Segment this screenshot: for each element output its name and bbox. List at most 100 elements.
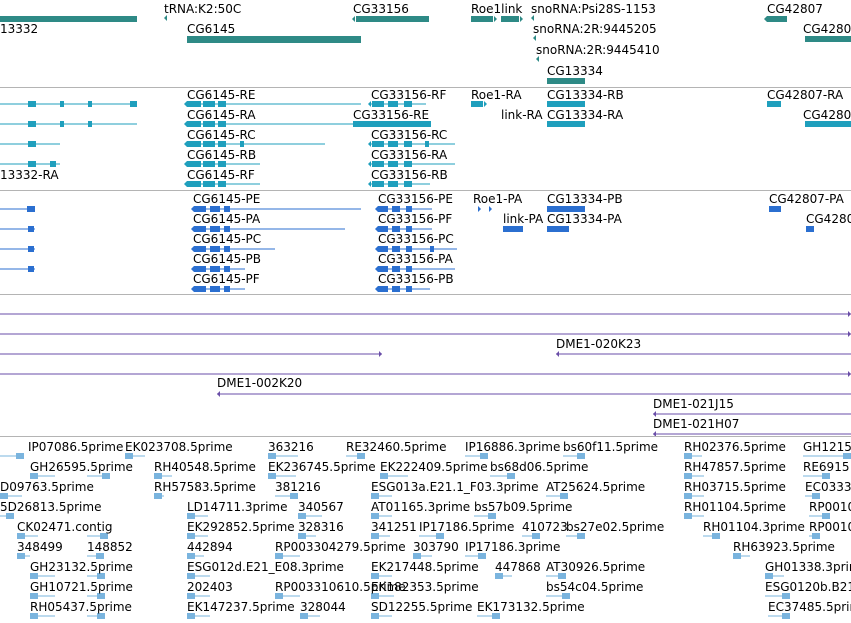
protein-glyph[interactable] (378, 206, 388, 212)
transcript-glyph[interactable] (50, 161, 56, 167)
ests-feature-label[interactable]: RH05437.5prime (30, 600, 132, 614)
tiling-clone[interactable] (556, 351, 559, 357)
ests-feature-label[interactable]: GH26595.5prime (30, 460, 133, 474)
est-glyph[interactable] (380, 473, 388, 479)
transcripts-feature-label[interactable]: CG4280 (803, 108, 851, 122)
transcript-glyph[interactable] (388, 141, 398, 147)
gene-arrow[interactable] (764, 16, 767, 22)
est-glyph[interactable] (97, 593, 105, 599)
transcripts-feature-label[interactable]: CG33156-RE (353, 108, 430, 122)
est-glyph[interactable] (480, 453, 488, 459)
transcript-glyph[interactable] (547, 121, 585, 127)
ests-feature-label[interactable]: IP07086.5prime (28, 440, 124, 454)
transcript-glyph[interactable] (805, 121, 851, 127)
ests-feature-label[interactable]: EK173132.5prime (477, 600, 585, 614)
transcript-glyph[interactable] (187, 101, 201, 107)
est-glyph[interactable] (562, 593, 570, 599)
est-glyph[interactable] (268, 453, 276, 459)
protein-glyph[interactable] (210, 266, 220, 272)
gene-glyph[interactable] (547, 78, 585, 84)
est-glyph[interactable] (733, 553, 741, 559)
est-glyph[interactable] (371, 533, 379, 539)
est-glyph[interactable] (187, 533, 195, 539)
gene-glyph[interactable] (356, 16, 429, 22)
ests-feature-label[interactable]: AT25624.5prime (546, 480, 646, 494)
est-glyph[interactable] (17, 533, 25, 539)
proteins-feature-label[interactable]: CG33156-PC (378, 232, 454, 246)
est-glyph[interactable] (812, 533, 820, 539)
transcript-glyph[interactable] (425, 141, 429, 147)
protein-glyph[interactable] (378, 266, 388, 272)
transcripts-feature-label[interactable]: CG33156-RA (371, 148, 448, 162)
transcript-glyph[interactable] (130, 101, 137, 107)
protein-glyph[interactable] (191, 206, 194, 212)
proteins-feature-label[interactable]: CG42807-PA (769, 192, 844, 206)
transcript-glyph[interactable] (88, 101, 92, 107)
est-glyph[interactable] (843, 453, 851, 459)
est-glyph[interactable] (413, 553, 421, 559)
transcript-glyph[interactable] (60, 121, 64, 127)
transcripts-feature-label[interactable]: 13332-RA (0, 168, 59, 182)
ests-feature-label[interactable]: RH02376.5prime (684, 440, 786, 454)
est-glyph[interactable] (290, 493, 298, 499)
est-glyph[interactable] (298, 513, 306, 519)
transcript-glyph[interactable] (368, 101, 371, 107)
transcripts-feature-label[interactable]: CG33156-RB (371, 168, 448, 182)
ests-feature-label[interactable]: 340567 (298, 500, 344, 514)
transcripts-feature-label[interactable]: CG6145-RF (187, 168, 255, 182)
est-glyph[interactable] (488, 513, 496, 519)
genes-feature-label[interactable]: CG4280 (803, 22, 851, 36)
protein-glyph[interactable] (224, 226, 230, 232)
protein-glyph[interactable] (27, 206, 35, 212)
est-glyph[interactable] (187, 573, 195, 579)
est-glyph[interactable] (812, 493, 820, 499)
transcripts-feature-label[interactable]: CG6145-RE (187, 88, 256, 102)
ests-feature-label[interactable]: RE6915 (803, 460, 850, 474)
ests-feature-label[interactable]: EK217448.5prime (371, 560, 479, 574)
genes-feature-label[interactable]: snoRNA:2R:9445410 (536, 43, 660, 57)
ests-feature-label[interactable]: CK02471.contig (17, 520, 113, 534)
protein-glyph[interactable] (392, 266, 400, 272)
ests-feature-label[interactable]: SD12255.5prime (371, 600, 473, 614)
est-glyph[interactable] (684, 493, 692, 499)
genes-feature-label[interactable]: CG33156 (353, 2, 409, 16)
protein-glyph[interactable] (194, 226, 206, 232)
transcript-glyph[interactable] (368, 181, 371, 187)
ests-feature-label[interactable]: 148852 (87, 540, 133, 554)
ests-feature-label[interactable]: AT01165.3prime (371, 500, 471, 514)
transcript-glyph[interactable] (388, 161, 398, 167)
proteins-feature-label[interactable]: CG6145-PC (193, 232, 262, 246)
gene-glyph[interactable] (501, 16, 519, 22)
est-glyph[interactable] (125, 453, 133, 459)
gene-arrow[interactable] (536, 56, 539, 62)
ests-feature-label[interactable]: IP17186.5prime (419, 520, 515, 534)
est-glyph[interactable] (6, 513, 14, 519)
protein-glyph[interactable] (224, 206, 230, 212)
ests-feature-label[interactable]: 202403 (187, 580, 233, 594)
protein-glyph[interactable] (378, 286, 388, 292)
transcript-glyph[interactable] (404, 161, 412, 167)
ests-feature-label[interactable]: bs27e02.5prime (566, 520, 665, 534)
genes-feature-label[interactable]: Roe1link (471, 2, 523, 16)
ests-feature-label[interactable]: 410723 (522, 520, 568, 534)
transcript-glyph[interactable] (184, 121, 187, 127)
ests-feature-label[interactable]: EK222409.5prime (380, 460, 488, 474)
transcript-glyph[interactable] (203, 121, 215, 127)
protein-glyph[interactable] (191, 266, 194, 272)
ests-feature-label[interactable]: GH23132.5prime (30, 560, 133, 574)
est-glyph[interactable] (371, 513, 379, 519)
protein-glyph[interactable] (194, 266, 206, 272)
transcript-glyph[interactable] (767, 101, 781, 107)
transcripts-feature-label[interactable]: CG6145-RA (187, 108, 256, 122)
transcripts-feature-label[interactable]: CG13334-RB (547, 88, 624, 102)
protein-glyph[interactable] (194, 206, 206, 212)
est-glyph[interactable] (684, 453, 692, 459)
transcript-glyph[interactable] (547, 101, 585, 107)
protein-glyph[interactable] (489, 206, 492, 212)
est-glyph[interactable] (268, 473, 276, 479)
ests-feature-label[interactable]: EC37485.5prime (768, 600, 851, 614)
ests-feature-label[interactable]: ESG013a.E21.1_F03.3prime (371, 480, 539, 494)
transcript-glyph[interactable] (388, 181, 398, 187)
est-glyph[interactable] (30, 473, 38, 479)
transcript-glyph[interactable] (203, 161, 215, 167)
